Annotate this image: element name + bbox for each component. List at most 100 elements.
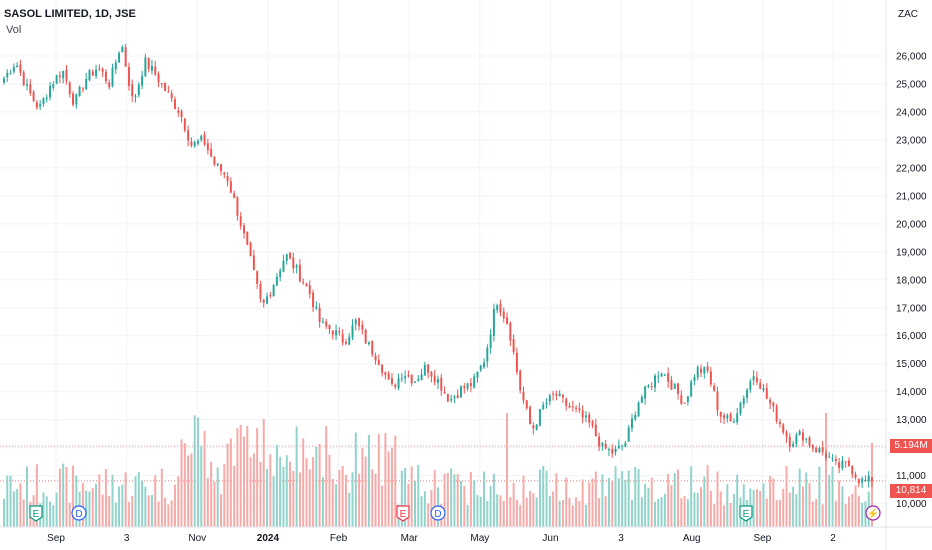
volume-bar: [127, 501, 130, 527]
candle-body: [397, 378, 400, 389]
volume-bar: [52, 505, 55, 527]
volume-bar: [489, 485, 492, 527]
candle-body: [433, 375, 436, 383]
volume-bar: [765, 498, 768, 527]
volume-bar: [529, 491, 532, 527]
candle-body: [532, 425, 535, 429]
volume-bar: [801, 486, 804, 527]
event-marker-split[interactable]: ⚡: [865, 505, 881, 521]
time-axis[interactable]: Sep 3 Nov 2024 Feb Mar May Jun 3 Aug Sep 2: [47, 533, 836, 544]
volume-bar: [542, 466, 545, 527]
candle-body: [726, 415, 729, 419]
volume-bar: [670, 485, 673, 527]
candle-body: [302, 281, 305, 283]
volume-bar: [778, 499, 781, 527]
volume-bar: [502, 500, 505, 527]
event-marker-earnings[interactable]: E: [396, 505, 410, 522]
volume-bar: [584, 504, 587, 527]
candle-body: [305, 283, 308, 286]
volume-bar: [371, 469, 374, 527]
volume-bar: [246, 425, 249, 527]
candle-body: [499, 303, 502, 313]
candle-body: [755, 377, 758, 383]
event-marker-dividend[interactable]: D: [430, 505, 446, 521]
volume-bar: [400, 470, 403, 527]
volume-bar: [348, 492, 351, 527]
volume-bar: [147, 495, 150, 527]
candle-body: [39, 103, 42, 107]
candle-body: [686, 396, 689, 402]
candle-body: [732, 421, 735, 423]
volume-bar: [167, 504, 170, 527]
currency-label[interactable]: ZAC: [898, 9, 918, 20]
candle-body: [118, 52, 121, 63]
price-tick-label: 15,000: [896, 359, 927, 370]
volume-bar: [525, 497, 528, 527]
candle-body: [157, 73, 160, 82]
volume-bar: [58, 468, 61, 527]
event-marker-earnings[interactable]: E: [29, 505, 43, 522]
volume-bar: [443, 473, 446, 527]
volume-bar: [256, 428, 259, 527]
volume-bar: [634, 466, 637, 527]
candle-body: [285, 254, 288, 261]
price-tick-label: 19,000: [896, 247, 927, 258]
volume-bar: [367, 434, 370, 527]
volume-bar: [430, 489, 433, 527]
volume-bar: [95, 483, 98, 527]
price-axis[interactable]: 26,000 25,000 24,000 23,000 22,000 21,000 20,0…: [896, 51, 927, 510]
price-tick-label: 16,000: [896, 331, 927, 342]
volume-bar: [621, 471, 624, 527]
volume-bar: [637, 469, 640, 527]
price-tick-label: 18,000: [896, 275, 927, 286]
volume-bar: [476, 495, 479, 527]
candle-body: [647, 385, 650, 387]
candle-body: [111, 68, 114, 87]
price-tick-label: 17,000: [896, 303, 927, 314]
candle-body: [26, 84, 29, 86]
candle-body: [502, 311, 505, 319]
volume-bar: [413, 481, 416, 527]
candle-body: [55, 75, 58, 84]
candle-body: [811, 445, 814, 449]
volume-bar: [512, 482, 515, 527]
volume-bar: [183, 443, 186, 527]
volume-bar: [144, 486, 147, 527]
candle-body: [266, 296, 269, 304]
candle-body: [519, 370, 522, 391]
volume-bar: [627, 470, 630, 527]
candle-body: [252, 255, 255, 270]
volume-bar: [808, 483, 811, 527]
event-marker-earnings[interactable]: E: [739, 505, 753, 522]
candle-body: [173, 99, 176, 109]
volume-bar: [683, 496, 686, 527]
candle-body: [65, 69, 68, 82]
event-marker-dividend[interactable]: D: [71, 505, 87, 521]
candle-body: [167, 91, 170, 93]
event-markers[interactable]: E D E D E ⚡: [29, 505, 881, 522]
candle-body: [677, 383, 680, 394]
volume-bar: [680, 498, 683, 527]
time-tick-label: 2: [830, 533, 836, 544]
volume-bar: [85, 490, 88, 527]
volume-bar: [552, 491, 555, 527]
volume-bar: [361, 448, 364, 527]
volume-bar: [91, 488, 94, 527]
candle-body: [778, 421, 781, 425]
volume-bar: [782, 488, 785, 527]
event-marker-label: ⚡: [867, 507, 879, 520]
candle-body: [548, 395, 551, 402]
volume-bar: [381, 485, 384, 527]
candle-body: [575, 407, 578, 409]
volume-bar: [693, 492, 696, 527]
candle-body: [861, 478, 864, 483]
candle-body: [706, 366, 709, 371]
candle-body: [381, 364, 384, 373]
candle-body: [489, 334, 492, 348]
candle-body: [598, 436, 601, 447]
candle-body: [210, 149, 213, 157]
candle-body: [272, 284, 275, 297]
volume-bar: [450, 468, 453, 527]
candle-body: [673, 384, 676, 389]
